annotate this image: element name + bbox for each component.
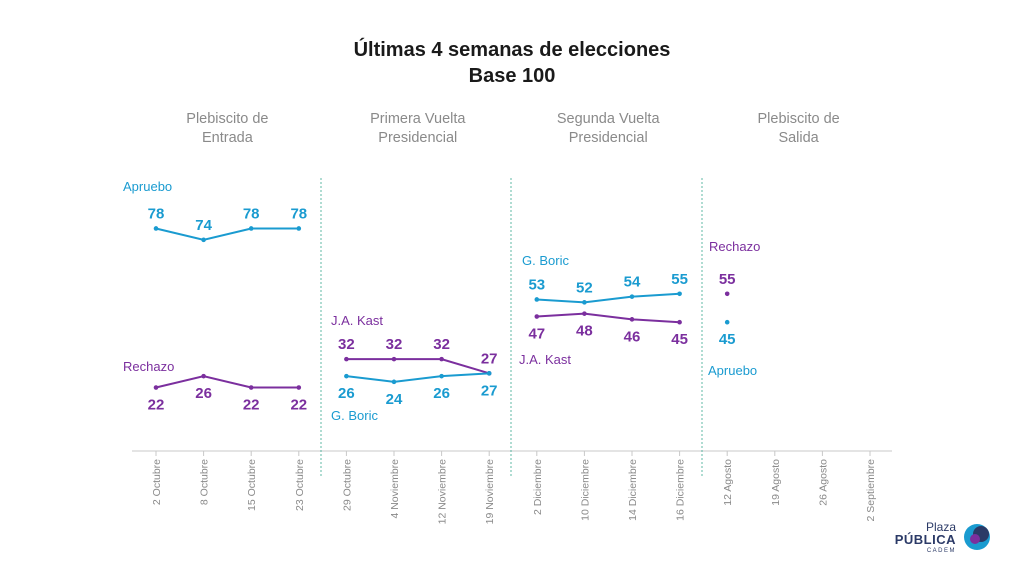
- data-label: 78: [290, 205, 307, 222]
- series-name-label: Apruebo: [123, 179, 172, 194]
- data-point: [629, 317, 635, 322]
- chart-title: Últimas 4 semanas de elecciones: [354, 37, 671, 61]
- data-point: [582, 311, 587, 316]
- data-point: [629, 294, 635, 299]
- data-point: [724, 291, 730, 297]
- x-tick-label: 8 Octubre: [199, 459, 211, 505]
- data-point: [724, 319, 730, 325]
- data-point: [677, 319, 682, 325]
- data-label: 26: [433, 385, 450, 402]
- x-tick-label: 10 Diciembre: [579, 459, 591, 521]
- data-label: 74: [195, 217, 212, 234]
- data-point: [296, 385, 302, 390]
- logo-mark-icon: [964, 524, 990, 550]
- chart-marks: Plebiscito de Entrada 2 Octubre 8 Octubre 15…: [123, 111, 892, 524]
- data-point: [439, 356, 444, 362]
- data-point: [391, 379, 397, 385]
- logo-line-2: PÚBLICA: [894, 532, 956, 547]
- data-label: 32: [433, 336, 450, 353]
- data-label: 27: [481, 382, 498, 399]
- series-name-label: Apruebo: [708, 363, 757, 378]
- data-point: [677, 291, 682, 297]
- series-name-label: Rechazo: [709, 239, 760, 254]
- series-name-label: G. Boric: [331, 408, 378, 423]
- x-tick-label: 2 Septiembre: [865, 459, 877, 522]
- data-label: 54: [624, 274, 641, 291]
- data-point: [201, 373, 206, 379]
- series-name-label: Rechazo: [123, 359, 174, 374]
- data-point: [534, 314, 540, 319]
- data-label: 55: [719, 271, 736, 288]
- x-tick-label: 2 Diciembre: [532, 459, 544, 515]
- series-name-label: G. Boric: [522, 253, 569, 268]
- x-tick-label: 14 Diciembre: [627, 459, 639, 521]
- data-point: [248, 226, 254, 231]
- section-label-4: Plebiscito de: [757, 111, 839, 127]
- x-tick-label: 12 Agosto: [722, 459, 734, 506]
- section-label-2: Presidencial: [378, 130, 457, 146]
- data-point: [582, 300, 587, 305]
- series-line: [346, 358, 490, 375]
- section-label-4: Salida: [778, 130, 819, 146]
- data-label: 78: [243, 205, 260, 222]
- x-tick-label: 4 Noviembre: [389, 459, 401, 519]
- x-tick-label: 19 Noviembre: [484, 459, 496, 525]
- x-tick-label: 26 Agosto: [817, 459, 829, 506]
- logo-line-3: CADEM: [926, 548, 956, 554]
- data-label: 22: [148, 397, 165, 414]
- section-label-3: Presidencial: [569, 130, 648, 146]
- data-label: 78: [148, 205, 165, 222]
- data-point: [248, 385, 254, 390]
- series-line: [346, 372, 490, 383]
- x-tick-label: 23 Octubre: [294, 459, 306, 511]
- x-tick-label: 29 Octubre: [341, 459, 353, 511]
- data-label: 45: [719, 331, 736, 348]
- data-label: 52: [576, 279, 593, 296]
- data-point: [296, 226, 302, 231]
- data-point: [534, 297, 540, 302]
- data-point: [153, 226, 159, 231]
- data-label: 22: [243, 397, 260, 414]
- section-label-2: Primera Vuelta: [370, 111, 466, 127]
- section-label-1: Plebiscito de: [186, 111, 268, 127]
- x-tick-label: 16 Diciembre: [675, 459, 687, 521]
- data-label: 24: [386, 391, 403, 408]
- data-label: 27: [481, 350, 498, 367]
- section-label-3: Segunda Vuelta: [557, 111, 661, 127]
- series-line: [536, 312, 680, 324]
- series-line: [155, 227, 299, 241]
- section-label-1: Entrada: [202, 130, 254, 146]
- x-tick-label: 19 Agosto: [770, 459, 782, 506]
- data-label: 48: [576, 323, 593, 340]
- data-label: 53: [528, 276, 545, 293]
- data-label: 32: [386, 336, 403, 353]
- series-line: [536, 292, 680, 304]
- data-label: 32: [338, 336, 355, 353]
- data-label: 55: [671, 271, 688, 288]
- logo-line-1: Plaza: [925, 520, 956, 534]
- data-point: [201, 237, 206, 243]
- data-label: 26: [338, 385, 355, 402]
- data-label: 22: [290, 397, 307, 414]
- data-point: [344, 356, 349, 362]
- x-tick-label: 15 Octubre: [246, 459, 258, 511]
- data-point: [344, 373, 349, 379]
- chart-subtitle: Base 100: [469, 65, 556, 87]
- data-label: 26: [195, 385, 212, 402]
- data-point: [391, 356, 397, 362]
- series-line: [155, 375, 299, 389]
- series-name-label: J.A. Kast: [519, 352, 571, 367]
- data-point: [486, 371, 492, 376]
- data-label: 45: [671, 331, 688, 348]
- series-name-label: J.A. Kast: [331, 313, 383, 328]
- x-tick-label: 12 Noviembre: [437, 459, 449, 525]
- data-label: 46: [624, 328, 641, 345]
- x-tick-label: 2 Octubre: [151, 459, 163, 505]
- plaza-publica-cadem-logo: Plaza PÚBLICA CADEM: [894, 516, 996, 564]
- data-point: [439, 373, 444, 379]
- data-label: 47: [528, 326, 545, 343]
- data-point: [153, 385, 159, 390]
